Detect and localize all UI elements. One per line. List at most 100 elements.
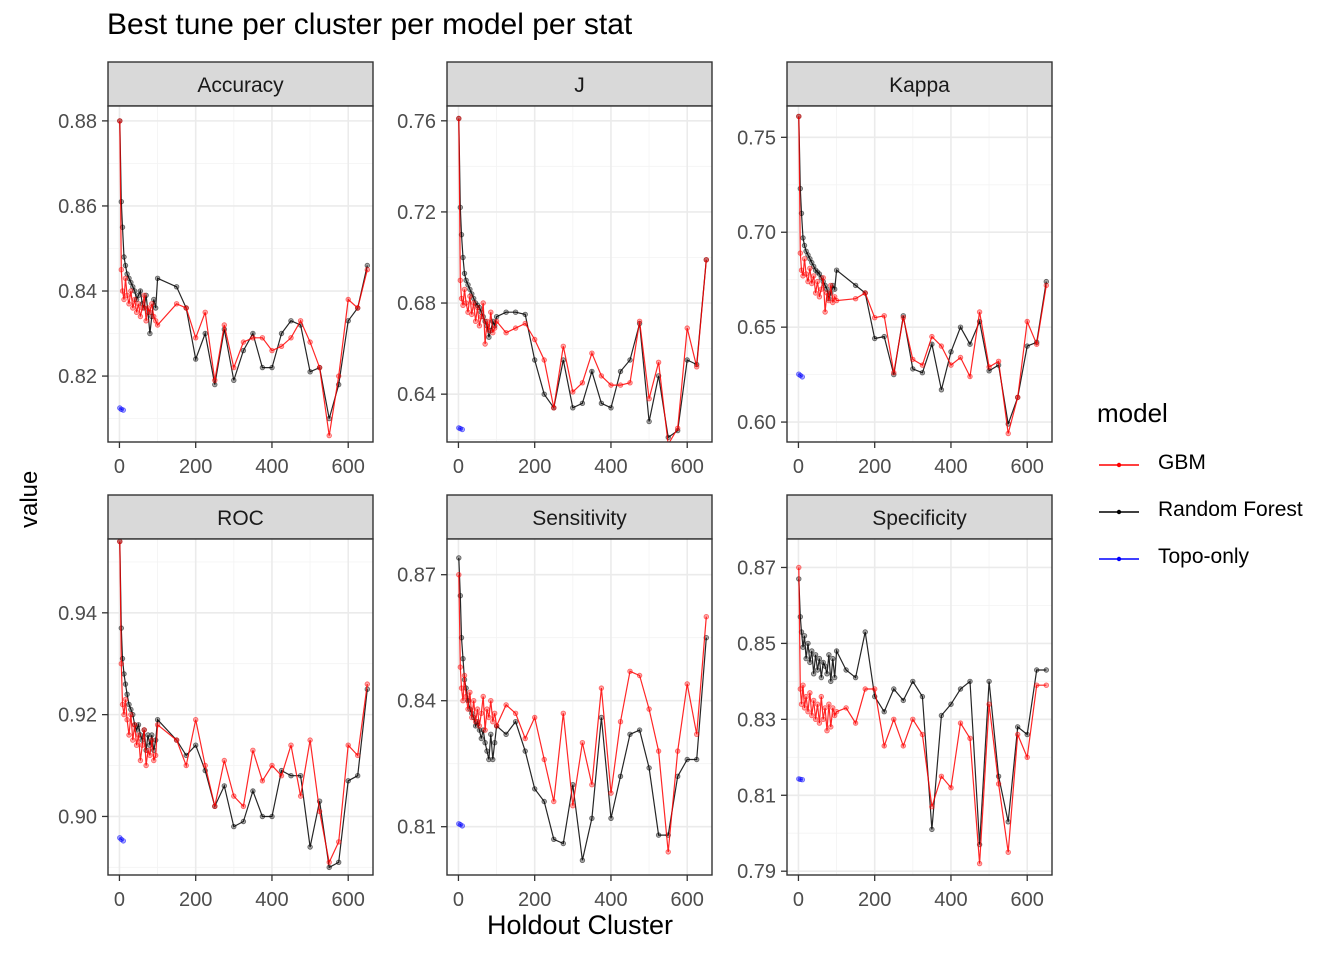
legend: model GBM Random Forest Topo-only xyxy=(1097,398,1337,588)
point-gbm xyxy=(852,296,859,302)
point-topo-only xyxy=(120,838,126,844)
point-gbm xyxy=(684,325,690,331)
series-line-gbm xyxy=(119,541,368,865)
point-gbm xyxy=(627,380,633,386)
point-gbm xyxy=(458,295,465,302)
point-gbm xyxy=(967,735,973,741)
point-random-forest xyxy=(627,731,633,737)
point-random-forest xyxy=(461,270,468,277)
point-gbm xyxy=(812,716,819,722)
point-gbm xyxy=(900,315,906,321)
point-gbm xyxy=(240,803,247,809)
point-random-forest xyxy=(1024,731,1030,738)
series-line-random-forest xyxy=(119,120,368,419)
point-random-forest xyxy=(288,773,294,779)
strip-sensitivity xyxy=(446,494,713,540)
point-gbm xyxy=(131,722,138,728)
point-gbm xyxy=(608,790,614,796)
point-random-forest xyxy=(460,656,466,662)
point-random-forest xyxy=(151,296,157,303)
point-gbm xyxy=(809,712,815,719)
legend-key-topo-only xyxy=(1099,556,1139,562)
point-gbm xyxy=(212,803,218,809)
point-gbm xyxy=(800,682,806,688)
point-gbm xyxy=(467,293,473,299)
point-gbm xyxy=(675,748,681,754)
point-gbm xyxy=(147,752,153,759)
point-gbm xyxy=(474,304,481,311)
x-tick-label: 0 xyxy=(453,456,464,478)
gridlines xyxy=(447,106,712,442)
point-gbm xyxy=(801,256,808,262)
point-random-forest xyxy=(465,282,471,288)
point-gbm xyxy=(646,706,652,712)
point-gbm xyxy=(121,711,127,718)
point-gbm xyxy=(336,839,342,845)
point-random-forest xyxy=(608,405,614,411)
point-random-forest xyxy=(589,368,595,375)
chart-title: Best tune per cluster per model per stat xyxy=(107,8,633,41)
point-random-forest xyxy=(957,686,964,692)
point-gbm xyxy=(151,313,157,320)
point-gbm xyxy=(124,717,130,723)
point-gbm xyxy=(852,720,859,726)
y-tick-label: 0.70 xyxy=(737,222,776,244)
point-gbm xyxy=(269,347,275,354)
x-tick-label: 600 xyxy=(1011,889,1044,911)
point-random-forest xyxy=(589,815,595,821)
point-gbm xyxy=(231,364,237,371)
point-gbm xyxy=(128,711,134,718)
point-gbm xyxy=(541,756,547,763)
panel-background xyxy=(108,106,373,442)
point-gbm xyxy=(472,318,479,324)
point-gbm xyxy=(488,698,494,704)
point-gbm xyxy=(798,267,805,273)
point-gbm xyxy=(490,330,496,336)
panel-border xyxy=(786,538,1053,876)
y-tick-label: 0.90 xyxy=(58,806,97,828)
point-gbm xyxy=(598,373,605,379)
point-gbm xyxy=(297,318,304,324)
point-gbm xyxy=(570,389,576,395)
point-gbm xyxy=(801,705,808,711)
point-random-forest xyxy=(484,748,490,754)
y-tick-label: 0.64 xyxy=(397,384,436,406)
point-gbm xyxy=(512,325,519,331)
legend-key-gbm xyxy=(1099,462,1139,468)
series-group xyxy=(117,118,370,439)
y-tick-label: 0.94 xyxy=(58,603,97,625)
point-gbm xyxy=(627,668,633,674)
legend-item-gbm: GBM xyxy=(1097,447,1337,494)
point-random-forest xyxy=(522,748,528,754)
point-gbm xyxy=(457,664,463,670)
point-random-forest xyxy=(814,667,821,673)
point-random-forest xyxy=(482,740,488,746)
point-gbm xyxy=(121,296,127,303)
legend-label-gbm: GBM xyxy=(1158,451,1206,474)
point-gbm xyxy=(139,742,145,748)
point-random-forest xyxy=(128,279,134,286)
legend-item-random-forest: Random Forest xyxy=(1097,494,1337,541)
point-gbm xyxy=(807,690,813,696)
point-random-forest xyxy=(512,309,519,315)
series-group xyxy=(117,539,370,871)
point-random-forest xyxy=(617,368,624,375)
point-gbm xyxy=(458,685,465,691)
point-gbm xyxy=(617,382,624,388)
point-gbm xyxy=(957,720,964,726)
point-gbm xyxy=(919,731,926,738)
strip-label-kappa: Kappa xyxy=(889,74,950,97)
point-gbm xyxy=(797,250,803,256)
point-gbm xyxy=(364,681,370,687)
point-gbm xyxy=(465,706,471,712)
point-random-forest xyxy=(512,719,519,725)
point-gbm xyxy=(828,724,834,730)
panel-border xyxy=(446,538,713,876)
point-random-forest xyxy=(636,727,643,733)
x-tick-label: 200 xyxy=(179,456,212,478)
y-tick-label: 0.87 xyxy=(737,557,776,579)
point-random-forest xyxy=(646,418,652,425)
point-gbm xyxy=(484,706,490,712)
point-gbm xyxy=(145,305,151,311)
point-random-forest xyxy=(579,400,586,406)
